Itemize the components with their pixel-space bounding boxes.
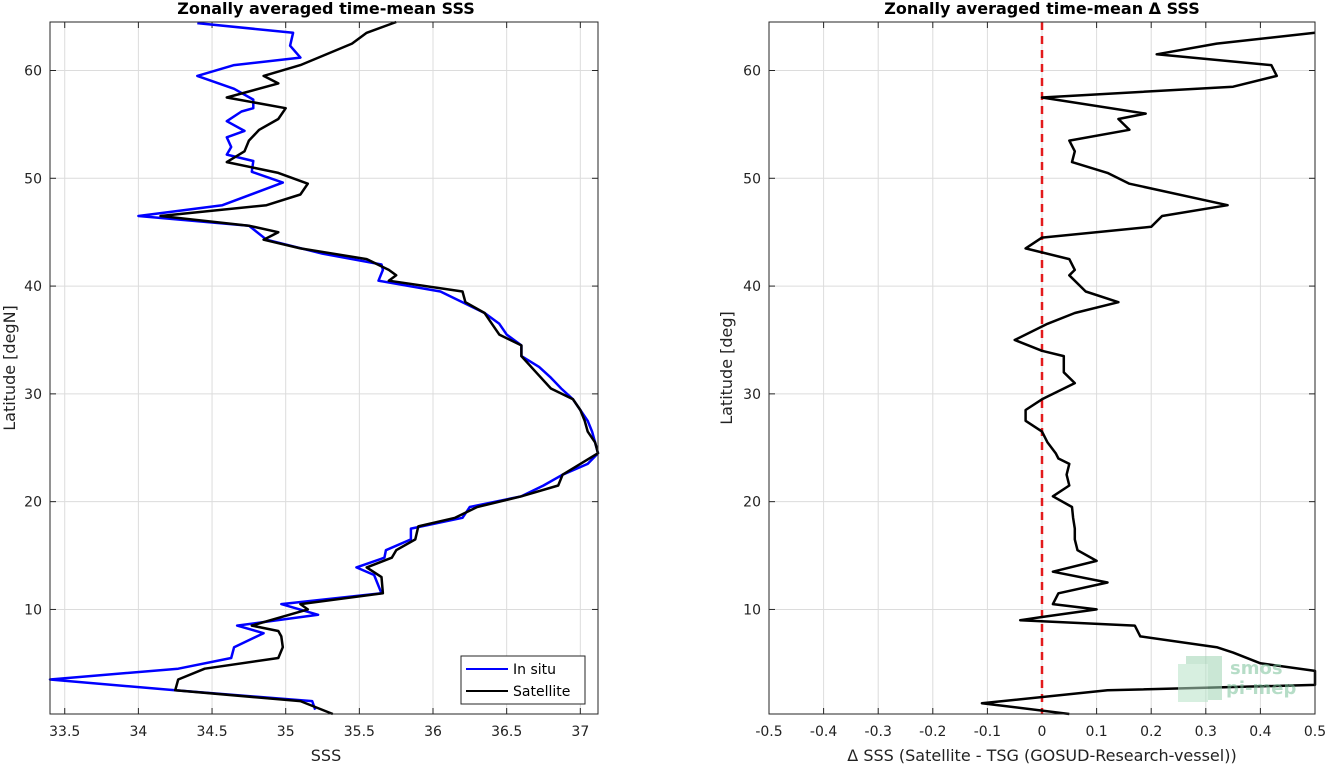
right-x-tick-label: -0.1 xyxy=(974,724,1001,740)
svg-text:smos: smos xyxy=(1230,658,1283,679)
right-series-line-delta-sss xyxy=(980,31,1317,716)
left-x-tick-label: 36.5 xyxy=(491,724,522,740)
right-chart-title: Zonally averaged time-mean Δ SSS xyxy=(884,0,1200,18)
right-x-tick-label: -0.2 xyxy=(919,724,946,740)
smos-pimep-watermark-logo: smos pi-mep xyxy=(1178,656,1296,702)
left-chart-grid xyxy=(50,22,598,714)
right-chart-frame xyxy=(768,21,1316,715)
right-y-tick-label: 20 xyxy=(743,495,761,511)
left-y-axis-label: Latitude [degN] xyxy=(0,305,19,431)
right-x-tick-label: 0.5 xyxy=(1304,724,1326,740)
left-chart-title: Zonally averaged time-mean SSS xyxy=(177,0,475,18)
right-x-tick-label: -0.4 xyxy=(810,724,837,740)
right-x-tick-label: 0.2 xyxy=(1140,724,1162,740)
right-chart-ticks: -0.5 -0.4 -0.3 -0.2 -0.1 0 0.1 0.2 0.3 0.4 0.5 10 20… xyxy=(743,22,1326,740)
right-y-tick-label: 60 xyxy=(743,64,761,80)
right-x-axis-label: Δ SSS (Satellite - TSG (GOSUD-Research-v… xyxy=(847,746,1236,764)
left-y-tick-label: 30 xyxy=(24,387,42,403)
right-chart-series xyxy=(980,31,1317,716)
svg-text:pi-mep: pi-mep xyxy=(1226,678,1296,699)
legend-entry-in-situ: In situ xyxy=(513,662,556,678)
left-x-tick-label: 34 xyxy=(129,724,147,740)
left-x-tick-label: 37 xyxy=(571,724,589,740)
right-y-tick-label: 30 xyxy=(743,387,761,403)
left-series-line-in-situ xyxy=(48,21,600,711)
right-x-tick-label: 0.1 xyxy=(1085,724,1107,740)
legend-box xyxy=(460,655,586,705)
legend-entry-satellite: Satellite xyxy=(513,684,570,700)
left-chart-ticks: 33.5 34 34.5 35 35.5 36 36.5 37 10 20 30 40 50 60 xyxy=(24,22,598,740)
left-y-tick-label: 60 xyxy=(24,64,42,80)
left-y-tick-label: 40 xyxy=(24,279,42,295)
left-x-tick-label: 36 xyxy=(424,724,442,740)
right-y-tick-label: 50 xyxy=(743,171,761,187)
left-series-line-satellite xyxy=(159,20,600,716)
right-y-axis-label: Latitude [deg] xyxy=(717,311,736,425)
left-y-tick-label: 20 xyxy=(24,495,42,511)
left-chart-panel: Zonally averaged time-mean SSS 33.5 34 34.… xyxy=(0,0,600,764)
legend: In situ Satellite xyxy=(460,655,586,705)
left-x-tick-label: 34.5 xyxy=(196,724,227,740)
left-chart-frame xyxy=(49,21,599,715)
right-y-tick-label: 10 xyxy=(743,602,761,618)
left-x-tick-label: 35.5 xyxy=(344,724,375,740)
right-x-tick-label: 0.3 xyxy=(1195,724,1217,740)
right-x-tick-label: -0.3 xyxy=(865,724,892,740)
left-x-tick-label: 33.5 xyxy=(49,724,80,740)
left-y-tick-label: 50 xyxy=(24,171,42,187)
left-x-axis-label: SSS xyxy=(311,746,341,764)
left-x-tick-label: 35 xyxy=(277,724,295,740)
right-y-tick-label: 40 xyxy=(743,279,761,295)
left-chart-series xyxy=(48,20,600,716)
right-x-tick-label: -0.5 xyxy=(755,724,782,740)
right-x-tick-label: 0 xyxy=(1038,724,1047,740)
right-chart-panel: Zonally averaged time-mean Δ SSS -0.5 -0.… xyxy=(717,0,1326,764)
right-x-tick-label: 0.4 xyxy=(1249,724,1271,740)
left-y-tick-label: 10 xyxy=(24,602,42,618)
